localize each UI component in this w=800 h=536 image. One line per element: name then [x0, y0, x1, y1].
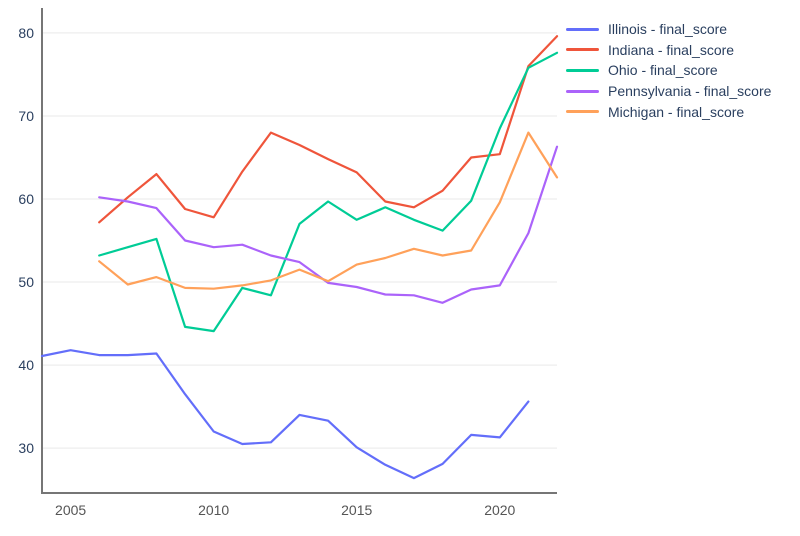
y-tick-label-50: 50 — [18, 274, 34, 290]
x-tick-labels: 2005 2010 2015 2020 — [55, 502, 516, 518]
legend-label: Pennsylvania - final_score — [608, 83, 772, 100]
y-gridlines — [43, 32, 557, 449]
legend-item-ohio[interactable]: Ohio - final_score — [566, 60, 771, 81]
series-line-michigan[interactable] — [98, 131, 559, 290]
legend-line-swatch-ohio — [566, 68, 599, 72]
series-line-ohio[interactable] — [98, 51, 559, 333]
axis-lines — [41, 8, 557, 494]
legend-line-swatch-pennsylvania — [566, 89, 599, 93]
series-lines — [40, 35, 559, 480]
legend: Illinois - final_score Indiana - final_s… — [566, 19, 771, 122]
y-tick-label-30: 30 — [18, 440, 34, 456]
legend-label: Indiana - final_score — [608, 41, 735, 58]
legend-label: Illinois - final_score — [608, 21, 728, 38]
legend-label: Ohio - final_score — [608, 62, 718, 79]
legend-line-swatch-indiana — [566, 48, 599, 52]
legend-item-michigan[interactable]: Michigan - final_score — [566, 101, 771, 122]
series-line-illinois[interactable] — [40, 349, 530, 480]
y-tick-label-40: 40 — [18, 357, 34, 373]
x-tick-label-2005: 2005 — [55, 502, 86, 518]
y-tick-label-70: 70 — [18, 108, 34, 124]
legend-item-illinois[interactable]: Illinois - final_score — [566, 19, 771, 40]
legend-item-pennsylvania[interactable]: Pennsylvania - final_score — [566, 81, 771, 102]
y-tick-labels: 30 40 50 60 70 80 — [18, 25, 34, 456]
legend-item-indiana[interactable]: Indiana - final_score — [566, 40, 771, 61]
series-line-indiana[interactable] — [98, 35, 559, 224]
x-tick-label-2010: 2010 — [198, 502, 229, 518]
legend-label: Michigan - final_score — [608, 103, 745, 120]
y-tick-label-80: 80 — [18, 25, 34, 41]
x-tick-label-2020: 2020 — [484, 502, 515, 518]
series-line-pennsylvania[interactable] — [98, 145, 559, 304]
y-tick-label-60: 60 — [18, 191, 34, 207]
x-tick-label-2015: 2015 — [341, 502, 372, 518]
legend-line-swatch-illinois — [566, 27, 599, 31]
legend-line-swatch-michigan — [566, 110, 599, 114]
